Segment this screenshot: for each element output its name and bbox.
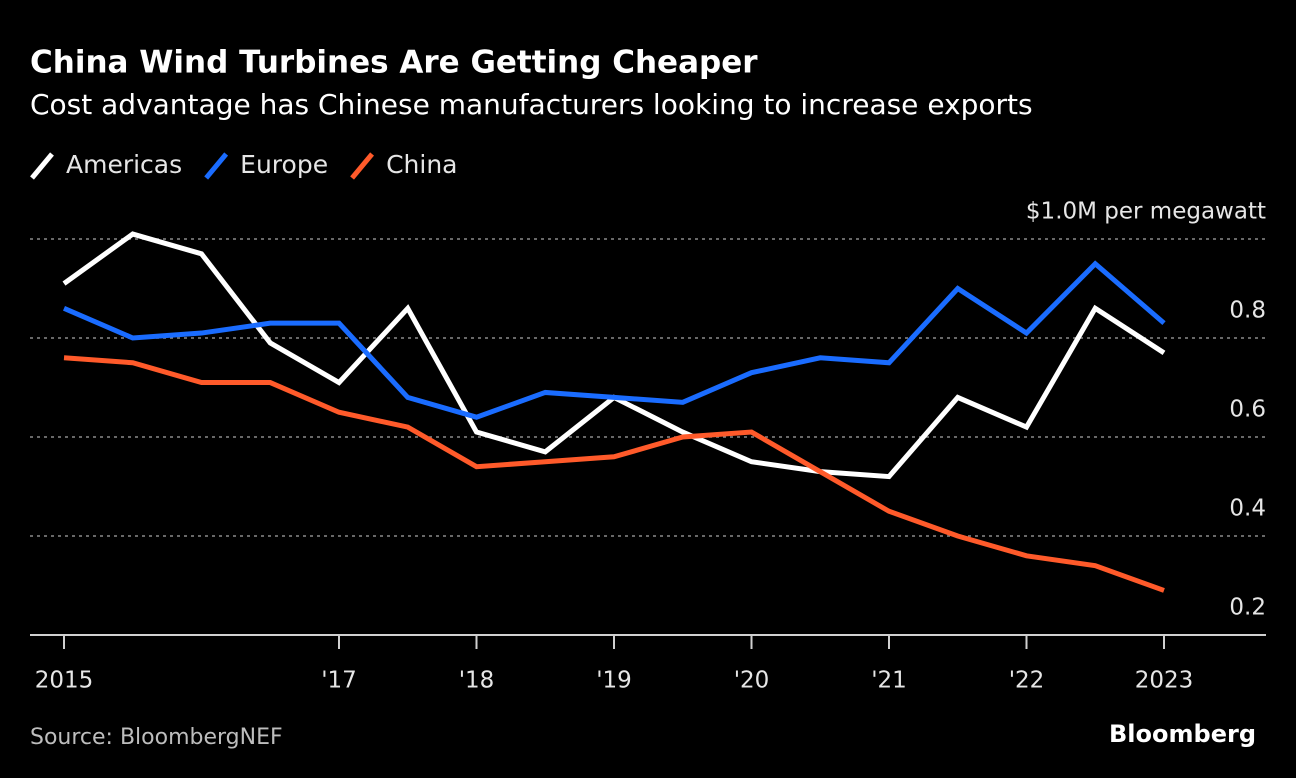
y-tick-label: 0.8 (1229, 298, 1266, 324)
chart-subtitle: Cost advantage has Chinese manufacturers… (30, 88, 1033, 121)
legend-swatch (204, 152, 229, 180)
legend-swatch (30, 152, 54, 180)
x-tick-label: '22 (1009, 668, 1045, 694)
legend-label: Americas (66, 150, 182, 179)
x-tick-label: 2015 (35, 668, 94, 694)
x-tick-label: '17 (321, 668, 357, 694)
x-tick-label: '19 (596, 668, 632, 694)
series-line (63, 355, 1165, 593)
legend-label: China (386, 150, 457, 179)
y-tick-label: 0.2 (1229, 595, 1266, 621)
x-tick-label: '18 (459, 668, 495, 694)
source: Source: BloombergNEF (30, 725, 283, 750)
series-line (63, 260, 1166, 420)
legend-swatch (350, 152, 374, 180)
y-tick-label: 0.6 (1229, 397, 1266, 423)
x-tick-label: 2023 (1135, 668, 1194, 694)
legend-label: Europe (240, 150, 328, 179)
series-line (62, 231, 1166, 480)
brand-logo: Bloomberg (1109, 720, 1256, 748)
x-tick-label: '20 (734, 668, 770, 694)
y-tick-label: $1.0M per megawatt (1026, 199, 1266, 225)
chart-title: China Wind Turbines Are Getting Cheaper (30, 45, 758, 81)
y-tick-label: 0.4 (1229, 496, 1266, 522)
x-tick-label: '21 (871, 668, 907, 694)
